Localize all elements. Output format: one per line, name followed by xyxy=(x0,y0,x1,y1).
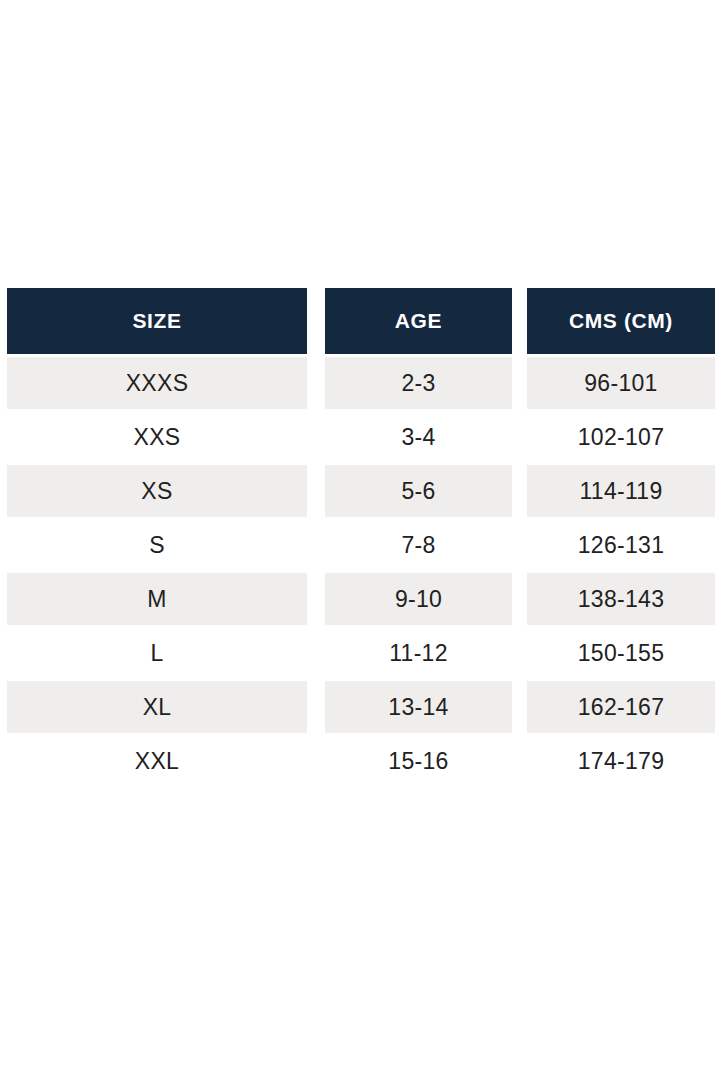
size-chart-table: SIZEXXXSXXSXSSMLXLXXLAGE2-33-45-67-89-10… xyxy=(7,288,715,789)
table-column-age: AGE2-33-45-67-89-1011-1213-1415-16 xyxy=(325,288,512,789)
table-cell: 138-143 xyxy=(527,573,715,627)
table-column-cms: CMS (CM)96-101102-107114-119126-131138-1… xyxy=(527,288,715,789)
table-cell: 96-101 xyxy=(527,357,715,411)
table-cell: 150-155 xyxy=(527,627,715,681)
table-cell: 162-167 xyxy=(527,681,715,735)
table-cell: 15-16 xyxy=(325,735,512,789)
table-cell: 13-14 xyxy=(325,681,512,735)
table-cell: 174-179 xyxy=(527,735,715,789)
table-cell: 126-131 xyxy=(527,519,715,573)
table-cell: XXXS xyxy=(7,357,307,411)
table-cell: XXL xyxy=(7,735,307,789)
table-cell: 5-6 xyxy=(325,465,512,519)
page: SIZEXXXSXXSXSSMLXLXXLAGE2-33-45-67-89-10… xyxy=(0,0,720,1080)
table-cell: 11-12 xyxy=(325,627,512,681)
column-header-size: SIZE xyxy=(7,288,307,357)
table-cell: L xyxy=(7,627,307,681)
table-column-size: SIZEXXXSXXSXSSMLXLXXL xyxy=(7,288,307,789)
table-cell: XS xyxy=(7,465,307,519)
table-cell: 114-119 xyxy=(527,465,715,519)
column-header-age: AGE xyxy=(325,288,512,357)
table-cell: 3-4 xyxy=(325,411,512,465)
table-cell: M xyxy=(7,573,307,627)
table-cell: 2-3 xyxy=(325,357,512,411)
table-cell: XXS xyxy=(7,411,307,465)
table-cell: 9-10 xyxy=(325,573,512,627)
column-header-cms: CMS (CM) xyxy=(527,288,715,357)
table-cell: 102-107 xyxy=(527,411,715,465)
table-cell: 7-8 xyxy=(325,519,512,573)
table-cell: XL xyxy=(7,681,307,735)
table-cell: S xyxy=(7,519,307,573)
